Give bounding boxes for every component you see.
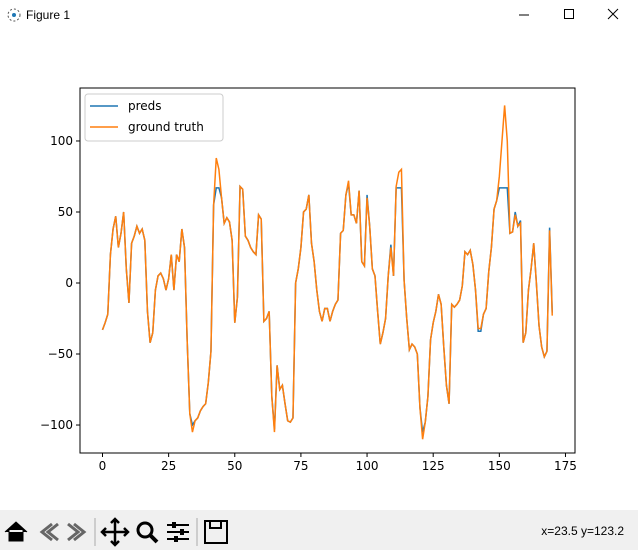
x-tick-label: 75 (293, 459, 308, 473)
chart: 0 25 50 75 100 125 150 175 −100 −50 0 50 100 preds gro… (40, 87, 577, 473)
legend-box (84, 93, 224, 142)
home-button[interactable] (4, 521, 28, 542)
line (101, 105, 553, 440)
window-title: Figure 1 (26, 8, 71, 22)
y-tick-label: −100 (40, 418, 73, 432)
x-tick-label: 150 (488, 459, 511, 473)
x-tick-label: 25 (161, 459, 176, 473)
toolbar: x=23.5 y=123.2 (0, 510, 638, 550)
status-text: x=23.5 y=123.2 (541, 524, 624, 538)
app-icon (7, 8, 21, 22)
plot-frame (79, 87, 576, 454)
forward-button[interactable] (67, 522, 87, 542)
y-tick-label: −50 (48, 347, 73, 361)
x-tick-label: 0 (99, 459, 107, 473)
x-tick-label: 175 (554, 459, 577, 473)
back-button[interactable] (39, 522, 59, 542)
y-tick-label: 100 (50, 134, 73, 148)
legend-label: preds (128, 99, 162, 113)
zoom-button[interactable] (136, 521, 154, 539)
save-button[interactable] (204, 520, 228, 544)
toolbar-icons (4, 517, 228, 547)
title-bar: Figure 1 (0, 0, 638, 30)
y-tick-label: 0 (65, 276, 73, 290)
x-tick-label: 125 (422, 459, 445, 473)
y-tick-label: 50 (58, 205, 73, 219)
x-tick-label: 50 (227, 459, 242, 473)
pan-button[interactable] (100, 517, 130, 547)
x-tick-label: 100 (356, 459, 379, 473)
legend-label: ground truth (128, 120, 204, 134)
